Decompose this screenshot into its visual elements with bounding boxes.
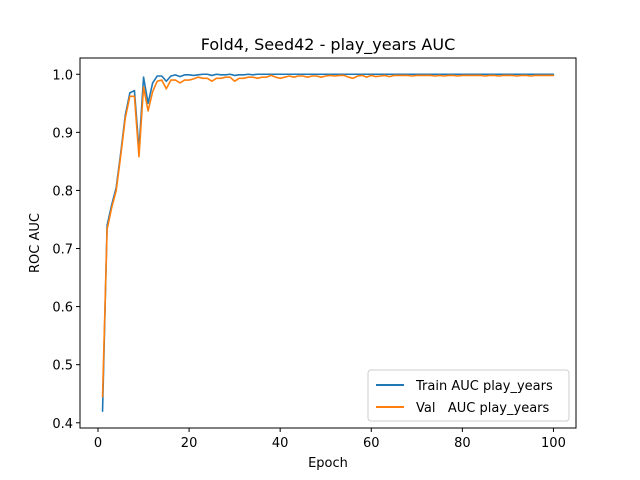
x-tick-label: 100 (541, 436, 566, 451)
ticks-layer: 0 20 40 60 80 100 0.4 0.5 0.6 0.7 0.8 0.9 1.0 (52, 68, 566, 451)
y-tick-label: 1.0 (52, 68, 73, 83)
axes-frame (79, 57, 577, 429)
y-axis-label: ROC AUC (28, 213, 43, 273)
x-tick-label: 40 (272, 436, 289, 451)
y-tick-label: 0.6 (52, 301, 73, 316)
y-tick-label: 0.7 (52, 243, 73, 258)
x-tick-label: 20 (181, 436, 198, 451)
y-tick-label: 0.4 (52, 417, 73, 432)
y-tick-label: 0.5 (52, 359, 73, 374)
legend-box (367, 369, 570, 422)
legend: Train AUC play_years Val AUC play_years (367, 369, 570, 422)
x-tick-label: 0 (94, 436, 102, 451)
y-tick-label: 0.9 (52, 126, 73, 141)
legend-train-label: Train AUC play_years (415, 379, 553, 394)
chart-title: Fold4, Seed42 - play_years AUC (201, 35, 456, 55)
x-tick-label: 60 (363, 436, 380, 451)
train-auc-line (101, 73, 555, 412)
y-tick-label: 0.8 (52, 184, 73, 199)
val-auc-line (101, 74, 555, 398)
series-layer (101, 73, 555, 412)
legend-val-label: Val AUC play_years (416, 401, 550, 416)
x-tick-label: 80 (454, 436, 471, 451)
x-axis-label: Epoch (308, 456, 348, 471)
